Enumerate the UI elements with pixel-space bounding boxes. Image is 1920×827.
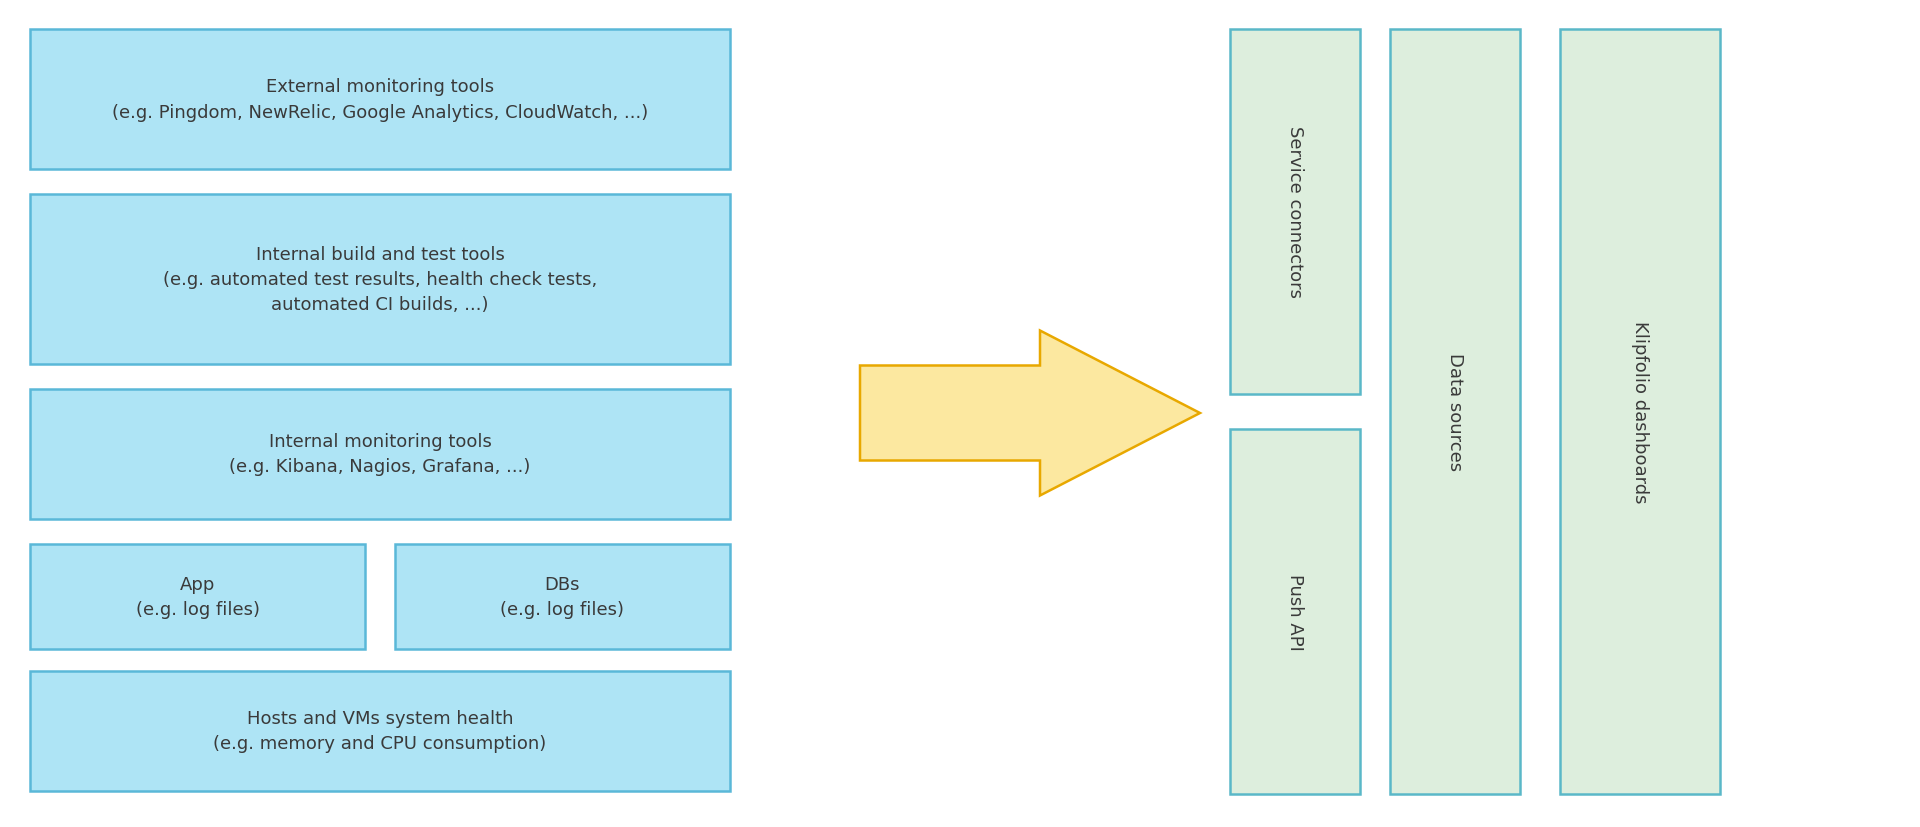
Text: Internal monitoring tools
(e.g. Kibana, Nagios, Grafana, ...): Internal monitoring tools (e.g. Kibana, … [228, 433, 530, 476]
Text: Data sources: Data sources [1446, 353, 1463, 471]
FancyBboxPatch shape [31, 195, 730, 365]
Text: DBs
(e.g. log files): DBs (e.g. log files) [501, 576, 624, 619]
Text: App
(e.g. log files): App (e.g. log files) [136, 576, 259, 619]
FancyBboxPatch shape [1559, 30, 1720, 794]
FancyBboxPatch shape [1390, 30, 1521, 794]
FancyBboxPatch shape [1231, 30, 1359, 394]
Text: Hosts and VMs system health
(e.g. memory and CPU consumption): Hosts and VMs system health (e.g. memory… [213, 710, 547, 753]
FancyBboxPatch shape [1231, 429, 1359, 794]
Polygon shape [860, 331, 1200, 496]
Text: Internal build and test tools
(e.g. automated test results, health check tests,
: Internal build and test tools (e.g. auto… [163, 246, 597, 313]
FancyBboxPatch shape [31, 672, 730, 791]
FancyBboxPatch shape [31, 390, 730, 519]
Text: External monitoring tools
(e.g. Pingdom, NewRelic, Google Analytics, CloudWatch,: External monitoring tools (e.g. Pingdom,… [111, 79, 649, 122]
Text: Klipfolio dashboards: Klipfolio dashboards [1630, 321, 1649, 503]
FancyBboxPatch shape [31, 544, 365, 649]
Text: Service connectors: Service connectors [1286, 127, 1304, 299]
Text: Push API: Push API [1286, 573, 1304, 650]
FancyBboxPatch shape [396, 544, 730, 649]
FancyBboxPatch shape [31, 30, 730, 170]
